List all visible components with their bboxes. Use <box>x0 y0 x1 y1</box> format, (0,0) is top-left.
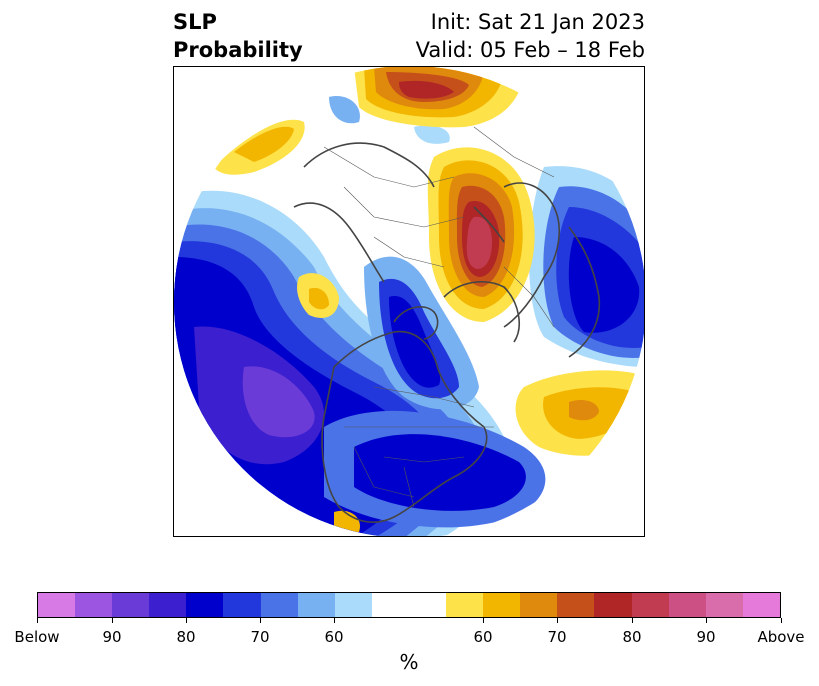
colorbar-unit-label: % <box>399 650 419 674</box>
colorbar-segment <box>742 593 780 617</box>
colorbar-segment <box>75 593 113 617</box>
coastlines <box>293 142 601 523</box>
colorbar-tick-mark <box>37 618 38 623</box>
colorbar-segment <box>557 593 595 617</box>
colorbar-segment <box>631 593 669 617</box>
above-normal-alaska <box>214 119 305 175</box>
colorbar-segment <box>149 593 187 617</box>
valid-range: Valid: 05 Feb – 18 Feb <box>415 38 645 62</box>
above-normal-greenland-core <box>309 287 329 310</box>
colorbar-segment <box>112 593 150 617</box>
above-normal-atlantic <box>515 370 644 456</box>
colorbar-tick-label: 80 <box>622 628 642 646</box>
colorbar-segment <box>520 593 558 617</box>
colorbar-segment <box>668 593 706 617</box>
below-normal-eastern-us <box>324 410 546 528</box>
colorbar-tick-label: 70 <box>250 628 270 646</box>
colorbar-tick-label: 90 <box>696 628 716 646</box>
below-normal-europe-patch <box>414 125 450 144</box>
above-normal-siberia <box>427 147 535 322</box>
colorbar-segment <box>38 593 76 617</box>
colorbar-segment <box>260 593 298 617</box>
colorbar-tick-mark <box>632 618 633 623</box>
init-date: Init: Sat 21 Jan 2023 <box>430 10 645 34</box>
colorbar-segment <box>371 593 409 617</box>
colorbar-tick-label: 60 <box>324 628 344 646</box>
colorbar-tick-label: 90 <box>102 628 122 646</box>
colorbar-segment <box>408 593 447 617</box>
colorbar-tick-label: Above <box>757 628 805 646</box>
colorbar-segment <box>446 593 484 617</box>
colorbar-segment <box>297 593 335 617</box>
colorbar-segment <box>483 593 521 617</box>
colorbar-tick-label: 70 <box>547 628 567 646</box>
colorbar-tick-label: 80 <box>176 628 196 646</box>
colorbar-tick-mark <box>557 618 558 623</box>
colorbar-segment <box>705 593 743 617</box>
colorbar-segment <box>334 593 372 617</box>
colorbar <box>37 592 781 618</box>
colorbar-tick-mark <box>260 618 261 623</box>
above-normal-barents <box>354 67 524 128</box>
below-normal-arctic-patch <box>329 96 360 124</box>
title-product: Probability <box>173 38 303 62</box>
colorbar-tick-label: Below <box>14 628 60 646</box>
map-canvas <box>174 67 644 536</box>
colorbar-tick-mark <box>706 618 707 623</box>
colorbar-tick-mark <box>112 618 113 623</box>
probability-map <box>173 66 645 537</box>
colorbar-segment <box>186 593 224 617</box>
title-left: SLP Probability <box>173 8 303 64</box>
colorbar-tick-mark <box>483 618 484 623</box>
colorbar-tick-label: 60 <box>473 628 493 646</box>
title-right: Init: Sat 21 Jan 2023 Valid: 05 Feb – 18… <box>416 8 645 64</box>
title-variable: SLP <box>173 10 217 34</box>
colorbar-tick-mark <box>334 618 335 623</box>
colorbar-segment <box>594 593 632 617</box>
colorbar-tick-mark <box>186 618 187 623</box>
colorbar-segment <box>223 593 261 617</box>
colorbar-tick-mark <box>781 618 782 623</box>
